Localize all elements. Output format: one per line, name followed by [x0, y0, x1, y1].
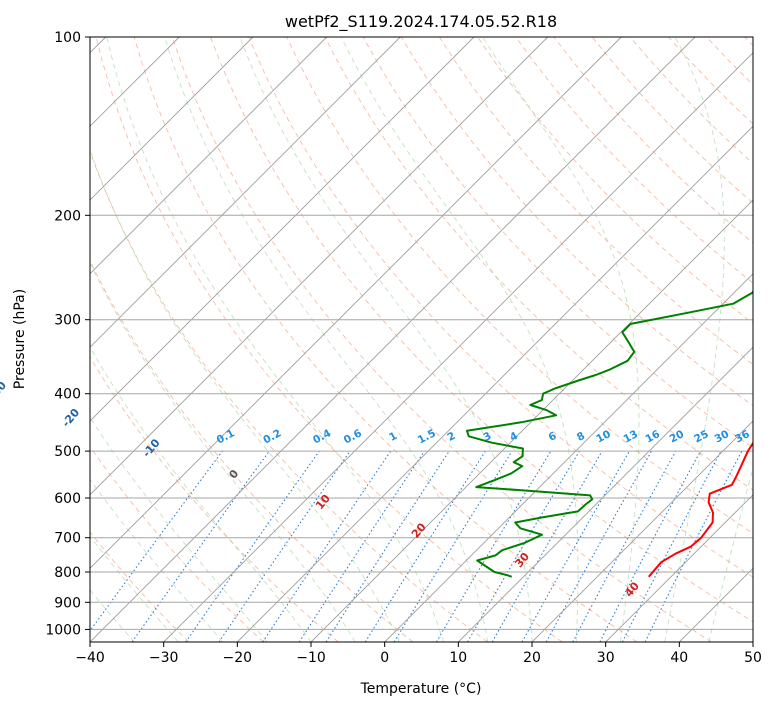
y-tick-label: 100: [54, 30, 81, 46]
y-tick-label: 500: [54, 444, 81, 460]
y-tick-label: 600: [54, 491, 81, 507]
x-tick-label: 10: [449, 650, 467, 666]
x-tick-label: −20: [223, 650, 253, 666]
x-tick-label: 40: [670, 650, 688, 666]
y-tick-label: 200: [54, 208, 81, 224]
chart-title: wetPf2_S119.2024.174.05.52.R18: [285, 12, 557, 32]
y-tick-label: 300: [54, 313, 81, 329]
x-tick-label: −30: [149, 650, 179, 666]
x-tick-label: −10: [296, 650, 326, 666]
y-tick-label: 1000: [45, 622, 81, 638]
x-axis-label: Temperature (°C): [360, 681, 482, 697]
x-tick-label: 20: [523, 650, 541, 666]
x-tick-label: 50: [744, 650, 762, 666]
y-axis-label: Pressure (hPa): [12, 289, 28, 389]
y-tick-label: 700: [54, 531, 81, 547]
y-tick-label: 900: [54, 595, 81, 611]
x-tick-label: −40: [75, 650, 105, 666]
x-tick-label: 0: [380, 650, 389, 666]
x-tick-label: 30: [597, 650, 615, 666]
y-tick-label: 800: [54, 565, 81, 581]
y-tick-label: 400: [54, 387, 81, 403]
